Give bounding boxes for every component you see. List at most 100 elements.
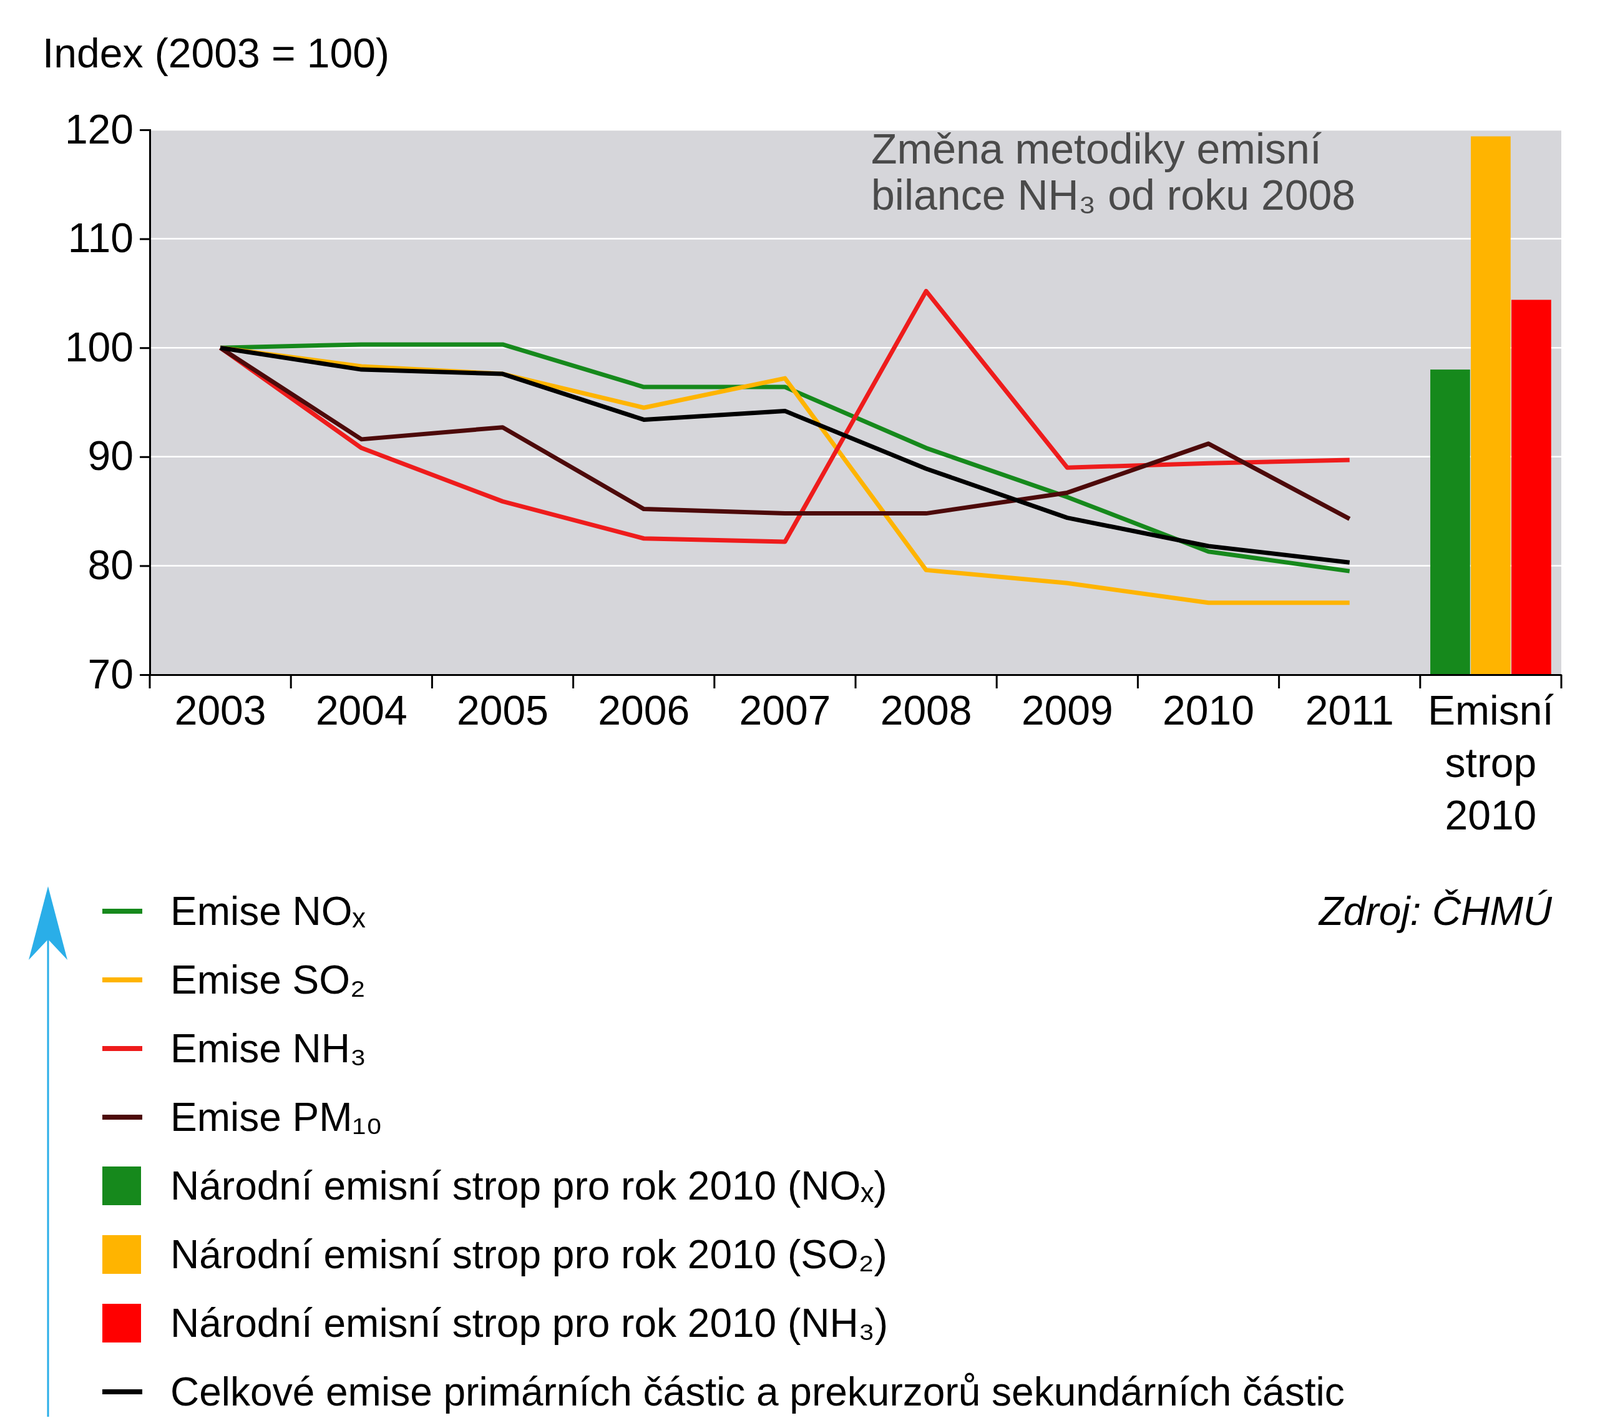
tick-mark xyxy=(139,129,150,132)
marks xyxy=(220,136,1552,675)
tick-label: 100 xyxy=(64,323,134,371)
legend-item: Národní emisní strop pro rok 2010 (NH₃) xyxy=(102,1300,888,1346)
legend-item: Národní emisní strop pro rok 2010 (NOₓ) xyxy=(102,1163,888,1209)
category-divider xyxy=(1136,674,1139,689)
tick-mark xyxy=(139,564,150,567)
tick-label: 2010 xyxy=(1162,687,1255,734)
legend-item: Emise SO₂ xyxy=(102,957,366,1003)
legend-label: Emise NH₃ xyxy=(170,1025,367,1071)
decor-arrow xyxy=(28,886,68,1417)
legend-label: Národní emisní strop pro rok 2010 (NOₓ) xyxy=(170,1163,888,1209)
category-divider xyxy=(995,674,998,689)
plot-background xyxy=(149,129,1562,675)
tick-mark xyxy=(139,456,150,459)
bar xyxy=(1470,136,1511,675)
category-divider xyxy=(1278,674,1280,689)
category-divider xyxy=(572,674,575,689)
source: Zdroj: ČHMÚ xyxy=(1317,888,1553,934)
legend-swatch xyxy=(102,1114,143,1120)
category-divider xyxy=(431,674,434,689)
tick: 100 xyxy=(64,323,150,371)
legend-swatch xyxy=(102,977,143,983)
tick: Emisnístrop2010 xyxy=(1427,687,1554,839)
legend: Emise NOₓ Emise SO₂ Emise NH₃ Emise PM₁₀ Nár… xyxy=(102,888,1345,1415)
legend-item: Celkové emise primárních částic a prekur… xyxy=(102,1369,1345,1415)
tick: 90 xyxy=(87,432,150,479)
tick-mark xyxy=(139,238,150,241)
tick: 2009 xyxy=(1021,687,1114,734)
category-divider xyxy=(1419,674,1421,689)
tick-label: 2004 xyxy=(315,687,408,734)
tick-label: 2008 xyxy=(880,687,973,734)
tick-label: 2005 xyxy=(456,687,549,734)
legend-label: Celkové emise primárních částic a prekur… xyxy=(170,1369,1345,1415)
tick: 2010 xyxy=(1162,687,1255,734)
legend-label: Emise SO₂ xyxy=(170,957,366,1003)
legend-swatch xyxy=(102,1045,143,1051)
axis-title: Index (2003 = 100) xyxy=(42,29,390,77)
arrow-shaft xyxy=(47,917,50,1417)
legend-item: Emise NH₃ xyxy=(102,1025,367,1071)
chart: 7080901001101202003200420052006200720082… xyxy=(0,0,1600,1428)
tick: 2008 xyxy=(880,687,973,734)
grid-line xyxy=(149,237,1562,240)
category-divider xyxy=(149,674,152,689)
category-divider xyxy=(290,674,293,689)
tick-label: 2011 xyxy=(1305,687,1395,734)
line xyxy=(220,347,1350,519)
line xyxy=(220,290,1350,542)
annotation: Změna metodiky emisníbilance NH₃ od roku… xyxy=(871,124,1356,219)
category-divider xyxy=(854,674,857,689)
legend-label: Národní emisní strop pro rok 2010 (SO₂) xyxy=(170,1231,888,1277)
legend-item: Emise NOₓ xyxy=(102,888,366,934)
tick: 70 xyxy=(87,650,150,698)
arrow-head xyxy=(28,886,68,960)
legend-swatch xyxy=(102,1166,142,1205)
grid xyxy=(149,129,1562,675)
legend-item: Emise PM₁₀ xyxy=(102,1094,383,1140)
tick: 2005 xyxy=(456,687,549,734)
tick: 2004 xyxy=(315,687,408,734)
tick-label: 2003 xyxy=(174,687,267,734)
category-divider xyxy=(1560,674,1563,689)
tick: 2006 xyxy=(597,687,690,734)
tick-label: 80 xyxy=(87,541,134,588)
tick-label: 110 xyxy=(68,214,134,261)
tick-label: 90 xyxy=(87,432,134,479)
grid-line xyxy=(149,456,1562,459)
tick: 120 xyxy=(64,106,150,153)
tick-label: 120 xyxy=(64,106,134,153)
grid-line xyxy=(149,564,1562,567)
category-dividers xyxy=(149,674,1562,689)
tick: 2011 xyxy=(1305,687,1395,734)
axis-line xyxy=(139,130,151,676)
tick-label: 2006 xyxy=(597,687,690,734)
tick: 2003 xyxy=(174,687,267,734)
tick: 110 xyxy=(68,214,150,261)
bar xyxy=(1511,299,1552,675)
line xyxy=(220,347,1350,603)
tick: 2007 xyxy=(738,687,831,734)
legend-swatch xyxy=(102,1234,142,1274)
grid-line xyxy=(149,346,1562,349)
legend-item: Národní emisní strop pro rok 2010 (SO₂) xyxy=(102,1231,888,1277)
x-axis: 2003 2004 2005 2006 2007 2008 2009 2010 2011 Emis… xyxy=(150,675,1562,839)
category-divider xyxy=(713,674,716,689)
tick-mark xyxy=(139,673,150,676)
tick-label: 2007 xyxy=(738,687,831,734)
tick-label: 70 xyxy=(87,650,134,698)
legend-label: Emise PM₁₀ xyxy=(170,1094,383,1140)
legend-swatch xyxy=(102,1303,142,1343)
tick: 80 xyxy=(87,541,150,588)
legend-label: Národní emisní strop pro rok 2010 (NH₃) xyxy=(170,1300,888,1346)
legend-swatch xyxy=(102,908,143,914)
legend-label: Emise NOₓ xyxy=(170,888,366,934)
y-axis: 70 80 90 100 110 120 xyxy=(64,106,151,698)
tick-mark xyxy=(139,346,150,349)
grid-line xyxy=(149,129,1562,132)
legend-swatch xyxy=(102,1389,143,1395)
tick-label: Emisnístrop2010 xyxy=(1427,687,1554,839)
bar xyxy=(1430,369,1471,675)
line xyxy=(220,347,1350,563)
tick-label: 2009 xyxy=(1021,687,1114,734)
